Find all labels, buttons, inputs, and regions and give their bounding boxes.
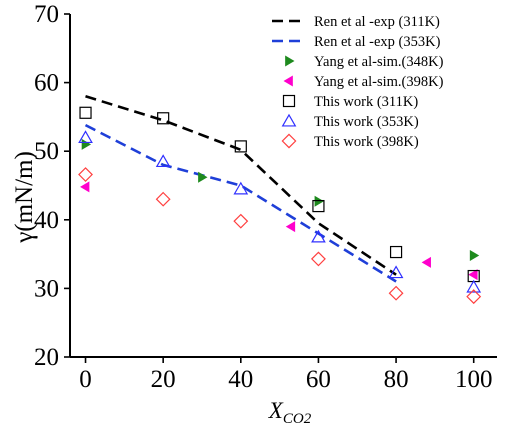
y-tick-label: 40 [34,207,59,234]
legend-item: This work (398K) [281,133,419,150]
series-1 [84,123,397,283]
data-point [311,229,326,243]
data-point [468,269,478,281]
y-axis-label: γ(mN/m) [11,151,38,244]
series-line [85,95,397,276]
x-tick-label: 60 [306,366,331,393]
legend-item: Yang et al-sim.(398K) [283,74,444,90]
data-point [466,279,482,293]
legend-item: Ren et al -exp (311K) [272,14,440,30]
data-point [198,171,208,183]
axes: 0 20 40 60 80 100 20 30 40 50 60 70 [34,1,497,393]
legend-marker [281,113,297,127]
data-point [421,256,431,268]
x-tick-label: 0 [79,366,92,393]
y-tick-label: 60 [34,70,59,97]
series-4 [79,106,480,283]
data-point [388,285,404,301]
legend-marker [283,75,293,87]
data-point [79,106,92,119]
data-point [155,154,171,168]
x-tick-label: 100 [455,366,493,393]
series-0 [85,95,397,276]
y-tick-label: 20 [34,344,59,371]
data-point [78,130,93,144]
y-tick-label: 30 [34,275,59,302]
series-6 [78,167,482,305]
legend: Ren et al -exp (311K) Ren et al -exp (353… [272,14,444,150]
data-point [314,195,324,207]
legend-label: Ren et al -exp (353K) [314,34,441,50]
data-point [233,181,249,195]
legend-item: This work (311K) [282,94,418,110]
legend-label: This work (311K) [314,94,418,110]
series-2 [81,138,480,261]
legend-label: Yang et al-sim.(348K) [314,54,444,70]
data-point [469,249,480,261]
legend-item: Ren et al -exp (353K) [272,34,441,50]
x-tick-label: 20 [151,366,176,393]
x-tick-label: 80 [384,366,409,393]
data-point [157,112,170,125]
legend-item: This work (353K) [281,113,419,130]
data-point [81,138,92,150]
legend-label: Yang et al-sim.(398K) [314,74,444,90]
legend-marker [285,55,295,67]
series-5 [78,130,482,293]
legend-label: Ren et al -exp (311K) [314,14,440,30]
data-point [233,213,249,229]
data-point [388,265,404,279]
y-tick-label: 50 [34,138,59,165]
data-point [234,140,247,153]
series-3 [80,181,478,281]
data-point [389,245,403,259]
x-tick-label: 40 [228,366,253,393]
plot-area [78,95,482,305]
legend-marker [281,133,297,149]
x-axis-label: XCO2 [268,398,312,427]
legend-label: This work (353K) [314,114,419,130]
data-point [312,199,325,213]
data-point [285,221,296,233]
data-point [466,289,482,305]
series-line [84,123,397,283]
legend-marker [282,94,296,108]
data-point [80,181,90,193]
data-point [78,167,93,182]
data-point [310,251,326,267]
legend-item: Yang et al-sim.(348K) [285,54,444,70]
legend-label: This work (398K) [314,134,419,150]
data-point [155,191,171,207]
y-tick-label: 70 [34,1,59,28]
